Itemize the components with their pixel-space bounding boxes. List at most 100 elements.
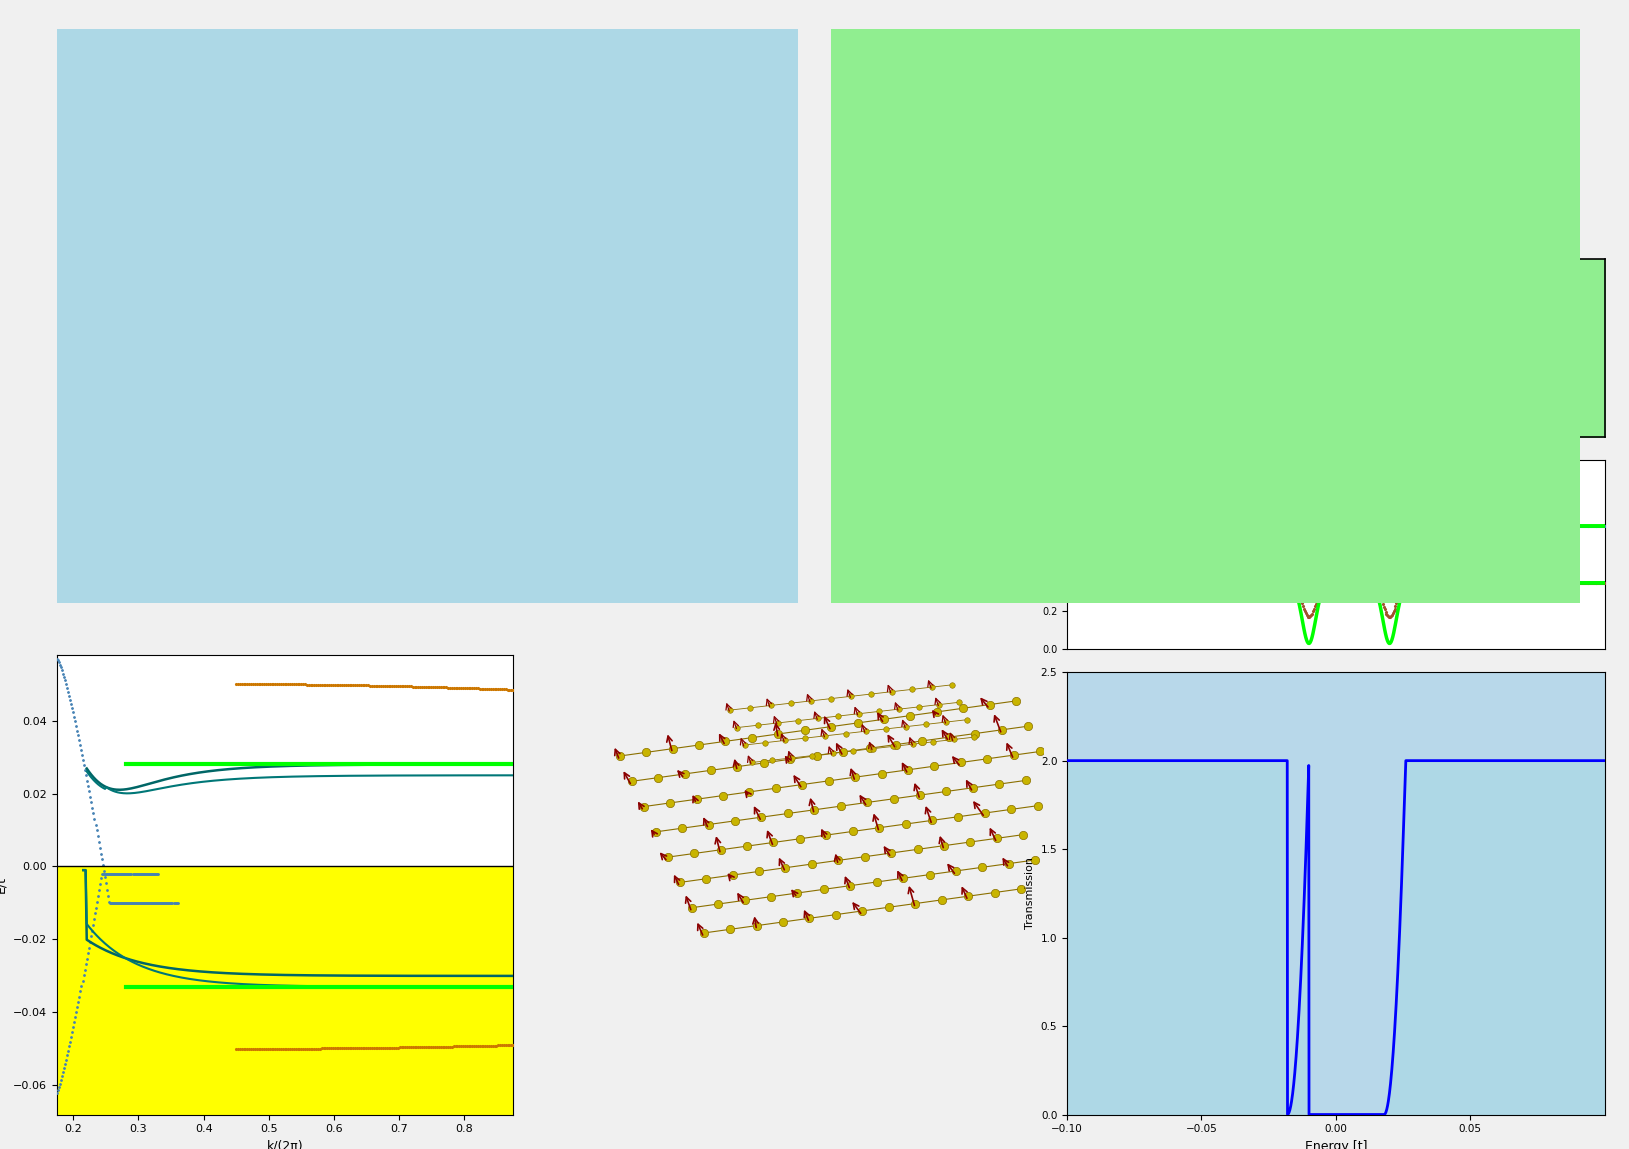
Text: Geometry: Geometry [169, 334, 226, 344]
Bar [383, 378, 510, 419]
Bar [86, 316, 310, 362]
Text: ON: ON [593, 315, 606, 323]
Bar [86, 471, 310, 515]
Text: M_X disorder: M_X disorder [1243, 228, 1306, 238]
Bar [981, 203, 1085, 234]
Bar [269, 236, 365, 268]
Text: 0.000: 0.000 [371, 211, 399, 222]
Text: Kane-Mele: Kane-Mele [383, 161, 435, 170]
Text: 0.000: 0.000 [1518, 198, 1546, 207]
Text: Bands color: Bands color [456, 168, 518, 177]
Text: BN Substrate: BN Substrate [161, 487, 235, 498]
Text: LANDAUER: LANDAUER [1175, 83, 1243, 95]
Bar [981, 238, 1085, 269]
Bar [1044, 358, 1134, 390]
Y-axis label: E/t: E/t [0, 877, 8, 893]
Text: 0.000: 0.000 [1495, 354, 1523, 363]
Bar [130, 57, 723, 121]
Text: Central energy: Central energy [1243, 358, 1316, 368]
Text: GRAPHENE-LIKE RIBBONS: GRAPHENE-LIKE RIBBONS [347, 83, 508, 95]
Text: Sublat imbalance: Sublat imbalance [86, 538, 173, 548]
Text: 20: 20 [1142, 369, 1153, 378]
Text: 0.200: 0.200 [1495, 383, 1523, 392]
Text: 0.000: 0.000 [1088, 472, 1116, 481]
Text: 0.000: 0.000 [601, 156, 629, 165]
Bar [269, 201, 365, 233]
Text: M_Z disorder: M_Z disorder [1243, 201, 1306, 213]
Text: # of central cells: # of central cells [845, 375, 929, 384]
Bar [249, 270, 362, 302]
Bar [383, 161, 591, 262]
Text: RUN!!!: RUN!!! [670, 489, 720, 504]
Text: 40: 40 [1437, 411, 1448, 421]
Text: 0.000: 0.000 [1091, 248, 1119, 257]
Bar [1430, 214, 1513, 242]
Text: Geometry: Geometry [974, 321, 1030, 331]
Text: Collinear: Collinear [404, 458, 445, 466]
Text: RUN!!!: RUN!!! [1451, 534, 1502, 549]
X-axis label: k/(2π): k/(2π) [267, 1140, 303, 1149]
Text: 12: 12 [350, 383, 362, 393]
Bar [1422, 372, 1491, 402]
Text: Spin dependent disorder: Spin dependent disorder [1336, 162, 1464, 171]
Bar [1378, 401, 1430, 431]
Text: 0.000: 0.000 [371, 533, 399, 543]
Bar [891, 304, 1111, 348]
Bar [617, 233, 769, 282]
Text: off-plane Zeeman: off-plane Zeeman [86, 216, 173, 226]
Text: 0.000: 0.000 [1518, 223, 1546, 233]
Text: Hubbard: Hubbard [383, 352, 425, 361]
Text: 0.000: 0.000 [1091, 214, 1119, 223]
Bar [845, 144, 1108, 190]
Text: 0.000: 0.000 [1518, 249, 1546, 259]
Text: Formalism: Formalism [420, 394, 471, 403]
Bar [977, 495, 1082, 526]
Bar [498, 146, 595, 177]
Bar [1243, 144, 1557, 190]
Text: in-plane Zeeman: in-plane Zeeman [86, 250, 169, 261]
Bar [1396, 511, 1557, 572]
Text: Zigzag: Zigzag [142, 449, 174, 458]
Text: Save: Save [678, 250, 709, 263]
Bar [995, 57, 1422, 121]
Text: 0.010: 0.010 [371, 246, 399, 256]
X-axis label: Energy [t]: Energy [t] [1305, 1140, 1367, 1149]
Bar [469, 337, 551, 368]
Text: Anderson (W): Anderson (W) [845, 254, 912, 263]
Text: Position: Position [420, 187, 458, 198]
Y-axis label: Transmission: Transmission [1025, 857, 1034, 930]
Text: Magnetic flux: Magnetic flux [86, 285, 153, 295]
Text: Random: Random [544, 471, 582, 480]
Bar [269, 523, 365, 555]
Text: OFF: OFF [593, 295, 609, 304]
Text: Exchange S_z: Exchange S_z [845, 510, 912, 522]
Bar [516, 378, 658, 419]
Text: Initialization: Initialization [557, 394, 617, 403]
Text: Non-coll: Non-coll [404, 438, 441, 447]
Bar [617, 465, 772, 529]
Text: Transport: Transport [666, 183, 718, 193]
Text: Sx: Sx [420, 234, 432, 245]
Bar [269, 372, 342, 403]
Y-axis label: k-vector: k-vector [1026, 532, 1036, 577]
Text: Armchair: Armchair [142, 426, 187, 435]
Bar [383, 279, 569, 333]
Bar [383, 92, 591, 136]
Bar [876, 408, 1145, 452]
Bar [977, 462, 1082, 493]
Text: 0.000: 0.000 [1088, 506, 1116, 515]
Text: Steps: Steps [1243, 416, 1271, 425]
Text: Spin-orbit: Spin-orbit [459, 108, 515, 118]
Text: Window width: Window width [1243, 387, 1311, 396]
Bar [1243, 287, 1528, 331]
Text: 0.100: 0.100 [371, 280, 399, 291]
Text: Width (Unit cells): Width (Unit cells) [86, 387, 171, 398]
Bar [1430, 240, 1513, 269]
Text: Ferro: Ferro [544, 438, 567, 447]
Text: 1.000: 1.000 [557, 347, 585, 356]
Text: Electronic: Electronic [845, 478, 894, 487]
Text: Non spin-dependent: Non spin-dependent [924, 162, 1030, 171]
Text: Interactions: Interactions [445, 301, 507, 311]
Text: Sz: Sz [420, 210, 432, 221]
Text: Energy window: Energy window [1342, 303, 1427, 314]
